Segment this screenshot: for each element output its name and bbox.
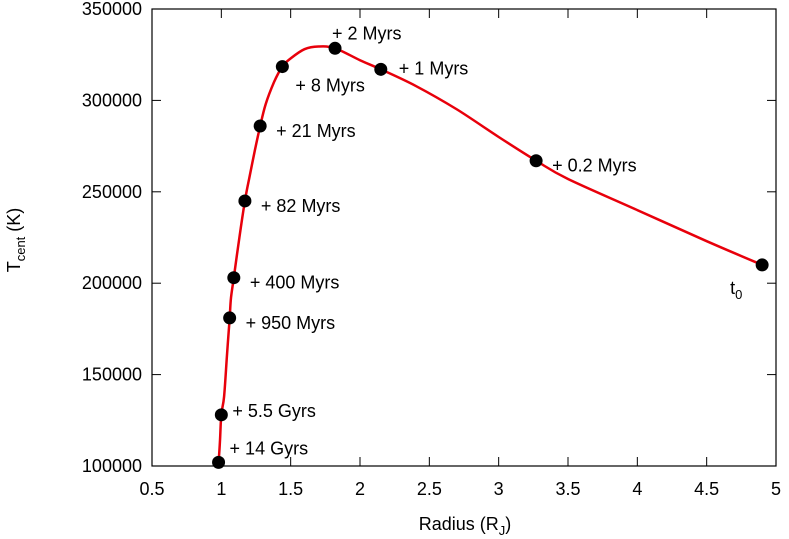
data-points	[212, 41, 769, 469]
data-point-7	[227, 271, 241, 285]
point-label-2: + 1 Myrs	[399, 58, 469, 78]
x-tick-label-5: 3	[494, 479, 504, 499]
data-point-6	[238, 194, 252, 208]
point-label-4: + 8 Myrs	[295, 76, 365, 96]
y-tick-label-1: 150000	[82, 365, 142, 385]
data-point-2	[374, 62, 388, 76]
x-tick-label-7: 4	[632, 479, 642, 499]
x-tick-label-3: 2	[355, 479, 365, 499]
x-tick-label-9: 5	[771, 479, 781, 499]
data-point-9	[214, 408, 228, 422]
y-axis-label: Tcent (K)	[4, 208, 28, 273]
x-tick-label-1: 1	[216, 479, 226, 499]
data-point-8	[223, 311, 237, 325]
data-point-5	[253, 119, 267, 133]
point-label-3: + 2 Myrs	[332, 23, 402, 43]
y-tick-label-3: 250000	[82, 182, 142, 202]
x-tick-label-2: 1.5	[278, 479, 303, 499]
axis-ticks: 0.5 1 1.5 2 2.5 3 3.5 4 4.5 5 100000 150000 200000 25…	[82, 0, 781, 499]
point-label-6: + 82 Myrs	[261, 196, 341, 216]
x-tick-label-8: 4.5	[694, 479, 719, 499]
data-point-4	[275, 60, 289, 74]
point-label-1: + 0.2 Myrs	[552, 156, 637, 176]
y-tick-label-5: 350000	[82, 0, 142, 19]
point-label-7: + 400 Myrs	[250, 273, 340, 293]
x-tick-label-0: 0.5	[139, 479, 164, 499]
point-label-10: + 14 Gyrs	[230, 438, 309, 458]
data-point-10	[212, 455, 226, 469]
data-point-0	[755, 258, 769, 272]
point-label-8: + 950 Myrs	[246, 313, 336, 333]
point-labels: t0 + 0.2 Myrs + 1 Myrs + 2 Myrs + 8 Myrs + 21…	[230, 23, 743, 458]
x-tick-label-4: 2.5	[417, 479, 442, 499]
x-tick-label-6: 3.5	[555, 479, 580, 499]
data-point-3	[328, 41, 342, 55]
y-tick-label-0: 100000	[82, 456, 142, 476]
point-label-0: t0	[730, 278, 742, 302]
y-tick-label-2: 200000	[82, 273, 142, 293]
plot-border	[151, 8, 777, 467]
plot-frame	[151, 8, 777, 467]
data-point-1	[529, 154, 543, 168]
x-axis-label: Radius (RJ)	[419, 514, 512, 538]
point-label-5: + 21 Myrs	[276, 121, 356, 141]
point-label-9: + 5.5 Gyrs	[232, 401, 316, 421]
y-tick-label-4: 300000	[82, 90, 142, 110]
